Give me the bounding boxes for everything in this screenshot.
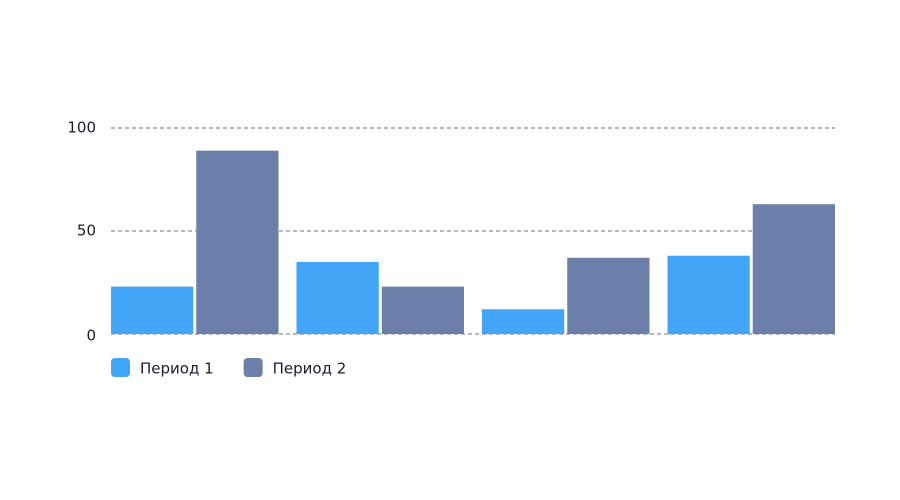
- bar: [752, 204, 835, 334]
- legend-swatch: [111, 358, 130, 377]
- bar: [567, 257, 650, 334]
- legend-label: Период 1: [140, 360, 214, 378]
- bar: [196, 150, 279, 334]
- bar: [381, 286, 464, 334]
- legend-label: Период 2: [273, 360, 347, 378]
- bar: [667, 255, 750, 334]
- y-tick-label: 50: [77, 222, 96, 240]
- bar: [111, 286, 194, 334]
- bar: [482, 309, 565, 334]
- y-tick-label: 100: [67, 119, 96, 137]
- bar: [296, 261, 379, 334]
- legend-swatch: [243, 358, 263, 377]
- y-tick-label: 0: [86, 327, 96, 345]
